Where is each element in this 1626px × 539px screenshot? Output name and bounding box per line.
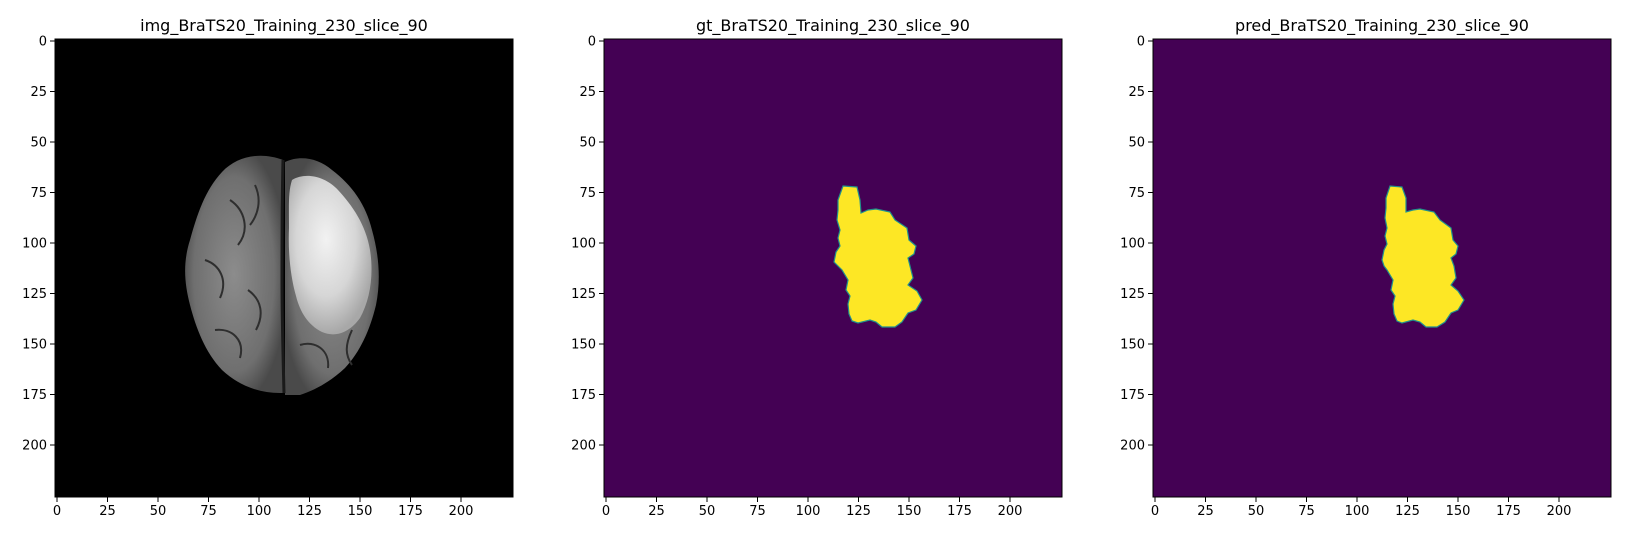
y-tick-label: 175 — [22, 388, 47, 403]
x-tick-label: 100 — [1345, 504, 1370, 519]
y-tick-label: 0 — [588, 35, 596, 50]
tumor-mask-gt — [833, 185, 923, 328]
x-tick-label: 125 — [1395, 504, 1420, 519]
y-tick-label: 0 — [39, 35, 47, 50]
y-tick-label: 75 — [1128, 186, 1145, 201]
x-tick-label: 100 — [247, 504, 272, 519]
y-tick-label: 50 — [579, 136, 596, 151]
sulci-right — [299, 329, 353, 369]
axes-frame-gt — [603, 38, 1063, 498]
y-tick-label: 50 — [30, 136, 47, 151]
x-tick-label: 200 — [449, 504, 474, 519]
tumor-hyperintensity — [288, 175, 372, 335]
y-tick-label: 125 — [1120, 287, 1145, 302]
y-axis-pred: 0 25 50 75 100 125 150 175 200 — [1120, 35, 1153, 454]
x-tick-label: 175 — [1496, 504, 1521, 519]
x-tick-label: 25 — [99, 504, 116, 519]
y-tick-label: 125 — [571, 287, 596, 302]
sulci-left — [204, 184, 262, 359]
x-tick-label: 125 — [297, 504, 322, 519]
y-tick-label: 100 — [571, 237, 596, 252]
x-tick-label: 75 — [1298, 504, 1315, 519]
y-tick-label: 0 — [1137, 35, 1145, 50]
x-tick-label: 100 — [796, 504, 821, 519]
y-tick-label: 175 — [1120, 388, 1145, 403]
y-tick-label: 25 — [579, 85, 596, 100]
axes-frame-pred — [1152, 38, 1612, 498]
midline-fissure — [280, 159, 286, 394]
panel-title-img: img_BraTS20_Training_230_slice_90 — [140, 16, 428, 36]
x-tick-label: 50 — [150, 504, 167, 519]
x-tick-label: 150 — [1446, 504, 1471, 519]
x-tick-label: 175 — [947, 504, 972, 519]
x-tick-label: 0 — [602, 504, 610, 519]
x-tick-label: 200 — [998, 504, 1023, 519]
x-tick-label: 75 — [749, 504, 766, 519]
brain-left-hemisphere — [185, 155, 283, 393]
x-tick-label: 125 — [846, 504, 871, 519]
x-axis-img: 0 25 50 75 100 125 150 175 200 — [53, 497, 474, 519]
y-tick-label: 125 — [22, 287, 47, 302]
image-area-img — [54, 38, 514, 498]
x-tick-label: 50 — [699, 504, 716, 519]
panel-gt: gt_BraTS20_Training_230_slice_90 0 25 50 75… — [571, 16, 1063, 519]
y-tick-label: 25 — [1128, 85, 1145, 100]
y-tick-label: 150 — [1120, 338, 1145, 353]
y-tick-label: 150 — [22, 338, 47, 353]
x-tick-label: 150 — [897, 504, 922, 519]
y-tick-label: 200 — [1120, 439, 1145, 454]
y-tick-label: 100 — [22, 237, 47, 252]
x-tick-label: 75 — [200, 504, 217, 519]
axes-frame-img — [54, 38, 514, 498]
panel-title-gt: gt_BraTS20_Training_230_slice_90 — [696, 16, 970, 36]
x-axis-gt: 0 25 50 75 100 125 150 175 200 — [602, 497, 1023, 519]
mask-background-gt — [604, 39, 1062, 497]
y-tick-label: 100 — [1120, 237, 1145, 252]
y-tick-label: 50 — [1128, 136, 1145, 151]
tumor-mask-pred — [1381, 185, 1465, 328]
image-area-pred — [1152, 38, 1612, 498]
x-tick-label: 50 — [1248, 504, 1265, 519]
y-tick-label: 200 — [22, 439, 47, 454]
x-tick-label: 175 — [398, 504, 423, 519]
y-tick-label: 75 — [579, 186, 596, 201]
y-axis-gt: 0 25 50 75 100 125 150 175 200 — [571, 35, 604, 454]
x-tick-label: 200 — [1547, 504, 1572, 519]
y-tick-label: 200 — [571, 439, 596, 454]
image-area-gt — [603, 38, 1063, 498]
panel-title-pred: pred_BraTS20_Training_230_slice_90 — [1235, 16, 1529, 36]
x-tick-label: 25 — [1197, 504, 1214, 519]
y-tick-label: 75 — [30, 186, 47, 201]
x-axis-pred: 0 25 50 75 100 125 150 175 200 — [1151, 497, 1572, 519]
x-tick-label: 25 — [648, 504, 665, 519]
y-tick-label: 175 — [571, 388, 596, 403]
x-tick-label: 150 — [348, 504, 373, 519]
y-tick-label: 150 — [571, 338, 596, 353]
mask-background-pred — [1153, 39, 1611, 497]
x-tick-label: 0 — [53, 504, 61, 519]
x-tick-label: 0 — [1151, 504, 1159, 519]
y-tick-label: 25 — [30, 85, 47, 100]
panel-img: img_BraTS20_Training_230_slice_90 0 25 50 7… — [22, 16, 514, 519]
mri-background — [55, 39, 513, 497]
y-axis-img: 0 25 50 75 100 125 150 175 200 — [22, 35, 55, 454]
panel-pred: pred_BraTS20_Training_230_slice_90 0 25 50… — [1120, 16, 1612, 519]
